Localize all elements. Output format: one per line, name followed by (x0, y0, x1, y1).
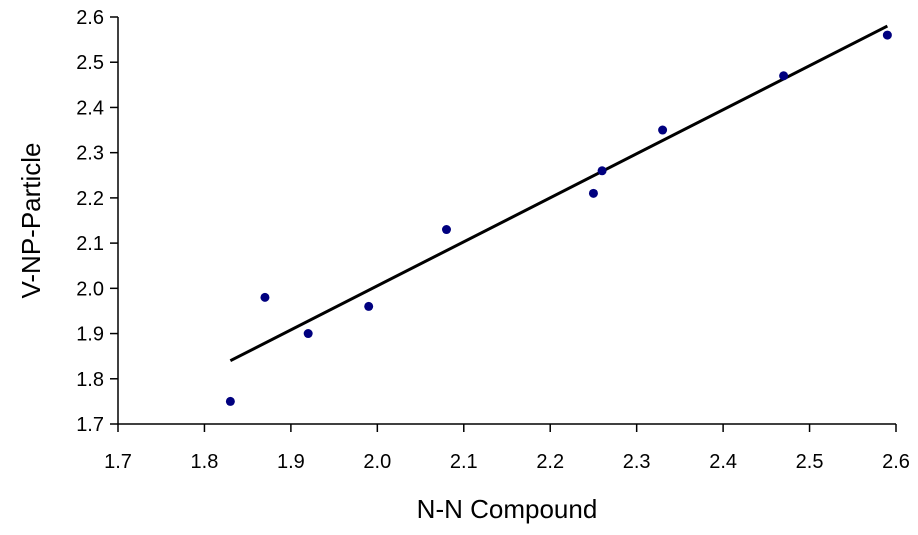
x-axis-title: N-N Compound (417, 494, 598, 524)
data-point (658, 125, 668, 135)
x-axis-ticks: 1.7 1.8 1.9 2.0 2.1 2.2 2.3 2.4 2.5 2.6 (104, 424, 910, 473)
x-tick-label: 2.6 (882, 451, 910, 473)
data-point (779, 71, 789, 81)
y-axis-title: V-NP-Particle (16, 142, 46, 298)
data-point (588, 188, 598, 198)
x-tick-label: 2.2 (536, 451, 564, 473)
data-points (225, 30, 892, 406)
data-point (260, 292, 270, 302)
plot-area: 1.7 1.8 1.9 2.0 2.1 2.2 2.3 2.4 2.5 2.6 1.7 1.8 1.9… (76, 7, 910, 473)
data-point (882, 30, 892, 40)
y-tick-label: 2.6 (76, 7, 104, 29)
x-tick-label: 2.3 (623, 451, 651, 473)
x-tick-label: 1.8 (191, 451, 219, 473)
x-tick-label: 2.4 (709, 451, 737, 473)
x-tick-label: 1.7 (104, 451, 132, 473)
y-axis-ticks: 1.7 1.8 1.9 2.0 2.1 2.2 2.3 2.4 2.5 2.6 (76, 7, 118, 436)
y-tick-label: 2.4 (76, 97, 104, 119)
data-point (597, 166, 607, 176)
y-tick-label: 1.9 (76, 324, 104, 346)
x-tick-label: 2.0 (363, 451, 391, 473)
data-point (303, 329, 313, 339)
x-tick-label: 2.1 (450, 451, 478, 473)
data-point (441, 225, 451, 235)
data-point (225, 396, 235, 406)
y-tick-label: 2.1 (76, 233, 104, 255)
x-tick-label: 1.9 (277, 451, 305, 473)
x-tick-label: 2.5 (796, 451, 824, 473)
y-tick-label: 2.0 (76, 278, 104, 300)
y-tick-label: 1.8 (76, 369, 104, 391)
y-tick-label: 2.5 (76, 52, 104, 74)
data-point (364, 301, 374, 311)
y-tick-label: 1.7 (76, 414, 104, 436)
y-tick-label: 2.2 (76, 188, 104, 210)
y-tick-label: 2.3 (76, 143, 104, 165)
trendline (229, 24, 889, 363)
